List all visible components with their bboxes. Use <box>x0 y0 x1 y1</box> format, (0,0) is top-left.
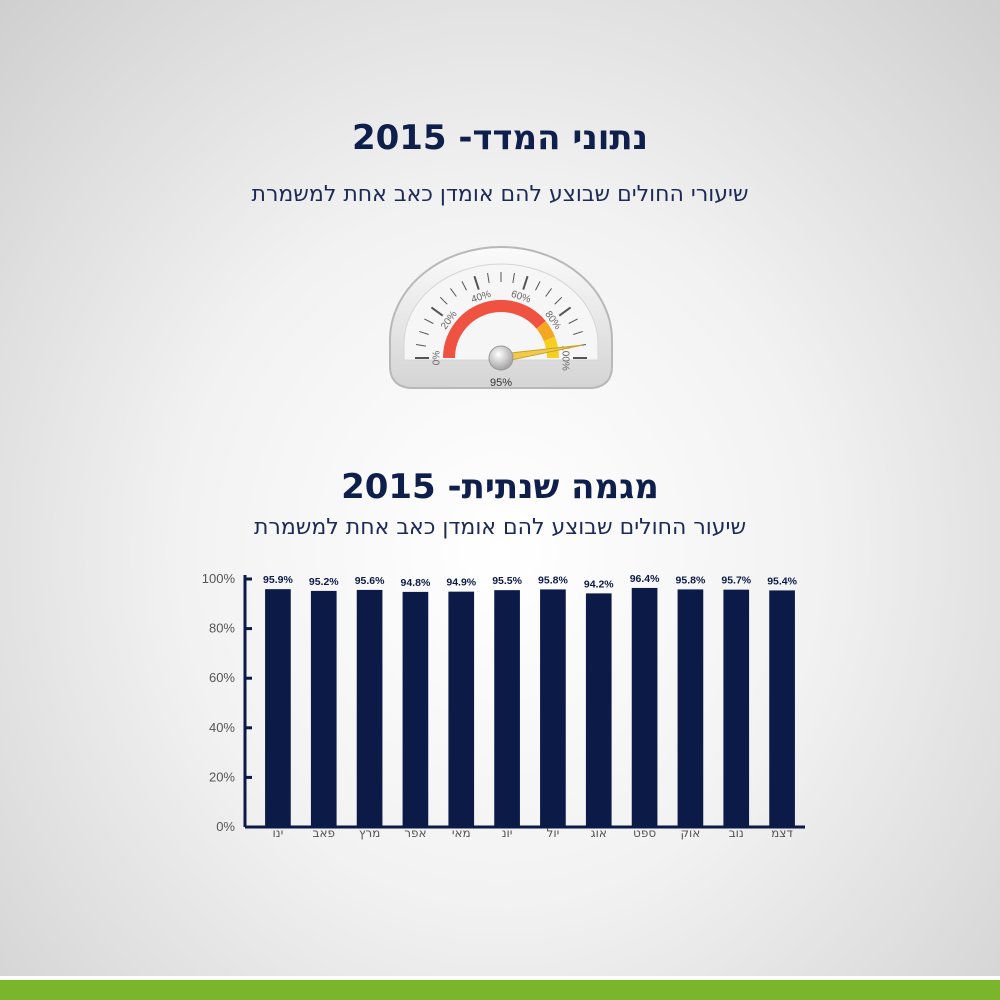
footer-bar <box>0 980 1000 1000</box>
gauge-minor-tick <box>415 344 427 347</box>
y-tick-label: 40% <box>209 720 235 735</box>
gauge-minor-tick <box>439 296 448 305</box>
x-category-label: יול <box>547 826 560 840</box>
bar-data-label: 95.9% <box>263 574 293 586</box>
x-category-label: יונ <box>502 826 513 840</box>
bar <box>723 589 750 827</box>
y-tick-label: 60% <box>209 670 235 685</box>
x-category-label: אפר <box>404 826 426 840</box>
gauge-minor-tick <box>450 288 457 297</box>
gauge-minor-tick <box>461 281 467 291</box>
y-tick-label: 80% <box>209 621 235 636</box>
bar-data-label: 95.8% <box>676 574 706 586</box>
x-category-label: ספט <box>633 826 656 840</box>
bar-data-label: 95.2% <box>309 576 339 588</box>
gauge-minor-tick <box>535 281 541 291</box>
gauge-minor-tick <box>424 318 434 324</box>
gauge-subtitle: שיעורי החולים שבוצע להם אומדן כאב אחת למ… <box>251 182 749 207</box>
bar <box>265 589 291 827</box>
bar <box>631 587 658 827</box>
x-category-label: פאב <box>313 826 335 840</box>
bar-data-label: 94.8% <box>401 577 431 589</box>
gauge-minor-tick <box>487 272 490 284</box>
x-category-label: ינו <box>273 826 284 840</box>
gauge-band-low <box>443 300 546 359</box>
bar <box>585 593 612 827</box>
bar-data-label: 95.4% <box>767 575 797 587</box>
gauge-minor-tick <box>554 296 563 305</box>
bar-data-label: 95.5% <box>492 575 522 587</box>
gauge-band-mid <box>536 321 555 342</box>
x-category-label: דצמ <box>771 826 793 840</box>
gauge-major-tick <box>558 306 572 317</box>
y-tick-label: 20% <box>209 769 235 784</box>
gauge-major-tick <box>522 275 529 290</box>
bar-chart-svg: 0% 20% 40% 60% 80% 100% 95.9% ינו 95.2% פאב 95.6% מ… <box>202 571 805 840</box>
gauge-hub <box>488 345 514 371</box>
gauge: 0% 20% 40% 60% 80% 100% 95% <box>380 240 622 400</box>
gauge-value-label: 95% <box>490 377 512 389</box>
gauge-minor-tick <box>545 288 552 297</box>
y-tick-label: 100% <box>202 571 236 586</box>
chart-subtitle: שיעור החולים שבוצע להם אומדן כאב אחת למש… <box>253 515 747 540</box>
x-category-label: מרץ <box>359 826 380 840</box>
bar-data-label: 95.6% <box>355 575 385 587</box>
gauge-title: נתוני המדד- 2015 <box>351 118 649 158</box>
bar-data-label: 95.8% <box>538 574 568 586</box>
bar-data-label: 94.9% <box>446 577 476 589</box>
x-category-label: אוק <box>681 826 701 840</box>
bar <box>677 589 704 827</box>
bar <box>540 589 566 827</box>
chart-title: מגמה שנתית- 2015 <box>341 467 659 507</box>
gauge-major-tick <box>473 275 480 290</box>
bar <box>356 589 383 827</box>
x-category-label: נוב <box>729 826 744 840</box>
gauge-minor-tick <box>573 330 583 335</box>
x-category-label: אוג <box>591 826 607 840</box>
gauge-tick-label: 0% <box>432 351 443 366</box>
bar-data-label: 94.2% <box>584 578 614 590</box>
bar <box>494 590 520 827</box>
bar <box>769 590 795 827</box>
bar-data-label: 96.4% <box>630 573 660 585</box>
bar-chart: 0% 20% 40% 60% 80% 100% 95.9% ינו 95.2% פאב 95.6% מ… <box>190 565 820 855</box>
y-tick-label: 0% <box>216 819 235 834</box>
bar <box>402 591 429 827</box>
gauge-svg: 0%20%40% 60%80%100% 95% <box>389 246 613 389</box>
bar-data-label: 95.7% <box>721 575 751 587</box>
footer-divider <box>0 976 1000 980</box>
x-category-label: מאי <box>452 826 471 840</box>
gauge-major-tick <box>430 306 444 317</box>
bar <box>310 590 337 827</box>
gauge-minor-tick <box>568 318 578 324</box>
bar <box>448 591 475 827</box>
gauge-tick-label: 100% <box>559 345 570 371</box>
gauge-minor-tick <box>512 272 515 284</box>
gauge-minor-tick <box>419 330 429 335</box>
